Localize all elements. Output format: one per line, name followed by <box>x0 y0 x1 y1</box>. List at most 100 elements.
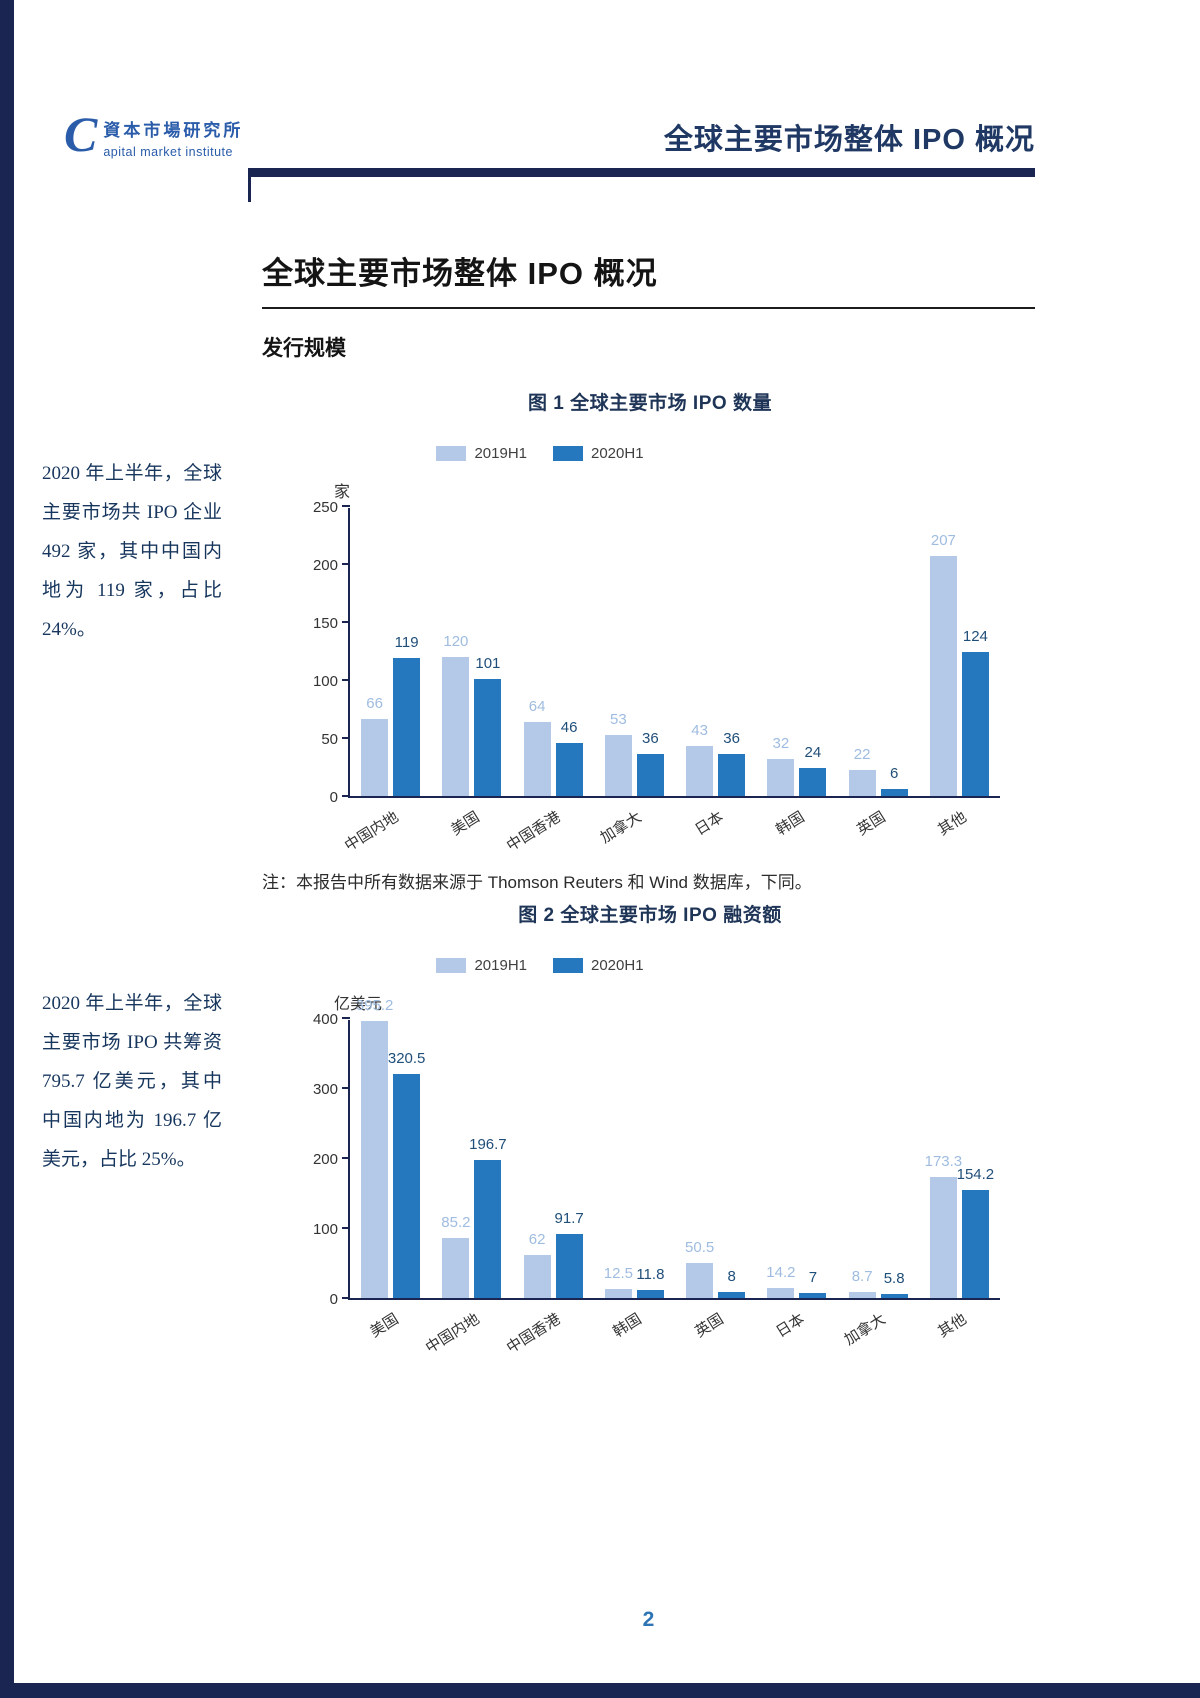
y-tick-mark <box>342 563 350 565</box>
y-tick-mark <box>342 1157 350 1159</box>
bar-group: 43 36 日本 <box>686 508 746 839</box>
legend-swatch-2019 <box>436 958 467 973</box>
plot-area: 0 100 200 300 400 395.2 320.5 美国 85.2 196.7 中国内地 6… <box>300 997 1000 1357</box>
plot-area: 0 50 100 150 200 250 66 119 中国内地 120 101 美国 64 46 中国香… <box>300 499 1000 855</box>
bar-2019H1-其他: 173.3 <box>925 1153 962 1298</box>
bar-value-label: 124 <box>962 628 988 646</box>
bar-2020H1-其他: 124 <box>961 628 989 796</box>
data-source-note: 注：本报告中所有数据来源于 Thomson Reuters 和 Wind 数据库… <box>262 873 812 892</box>
bar-value-label: 85.2 <box>441 1214 471 1232</box>
bar-value-label: 32 <box>772 734 790 752</box>
y-tick-label: 250 <box>312 499 338 516</box>
bar-group: 66 119 中国内地 <box>341 508 421 855</box>
category-label: 中国香港 <box>503 1310 564 1357</box>
category-label: 日本 <box>773 1310 808 1341</box>
bar-group: 173.3 154.2 其他 <box>925 1020 995 1341</box>
chart-ipo-count: 图 1 全球主要市场 IPO 数量 2019H1 2020H1 家 0 50 100… <box>300 388 1000 855</box>
header-title: 全球主要市场整体 IPO 概况 <box>663 124 1035 156</box>
logo-english-name: apital market institute <box>103 145 233 159</box>
header-divider-bar <box>248 168 1035 177</box>
y-tick-label: 0 <box>329 789 338 806</box>
chart-legend: 2019H1 2020H1 <box>300 957 780 974</box>
legend-label-2020: 2020H1 <box>591 957 644 974</box>
bar-2019H1-加拿大: 8.7 <box>848 1268 876 1298</box>
page-number: 2 <box>642 1608 655 1631</box>
legend-label-2019: 2019H1 <box>474 445 527 462</box>
category-label: 中国内地 <box>422 1310 483 1357</box>
y-tick-label: 150 <box>312 615 338 632</box>
bar-value-label: 62 <box>528 1230 546 1248</box>
bar-2020H1-韩国: 24 <box>799 744 827 796</box>
section-heading: 发行规模 <box>262 337 346 360</box>
bar-value-label: 53 <box>610 710 627 728</box>
bar-value-label: 46 <box>560 718 578 736</box>
chart-title: 图 2 全球主要市场 IPO 融资额 <box>518 905 782 926</box>
header-divider-tick <box>248 168 251 202</box>
category-label: 英国 <box>691 1310 727 1341</box>
bar-2020H1-英国: 8 <box>718 1268 746 1298</box>
bar-group: 50.5 8 英国 <box>685 1020 746 1341</box>
bar-value-label: 5.8 <box>883 1269 905 1287</box>
bar-value-label: 6 <box>889 765 899 783</box>
bar-value-label: 320.5 <box>387 1049 426 1067</box>
bar-2020H1-美国: 320.5 <box>388 1050 425 1298</box>
left-accent-strip <box>0 0 14 1698</box>
bar-2020H1-其他: 154.2 <box>957 1166 994 1298</box>
bar-group: 207 124 其他 <box>929 508 989 839</box>
bar-2019H1-加拿大: 53 <box>604 711 632 796</box>
bar-value-label: 173.3 <box>924 1152 963 1170</box>
institute-logo: C 資本市場研究所 apital market institute <box>64 106 243 162</box>
bar-value-label: 22 <box>853 746 871 764</box>
legend-item-2019: 2019H1 <box>436 957 527 974</box>
bar-value-label: 154.2 <box>956 1166 995 1184</box>
bar-value-label: 43 <box>691 722 708 740</box>
bar-value-label: 196.7 <box>469 1136 507 1154</box>
chart-ipo-proceeds: 图 2 全球主要市场 IPO 融资额 2019H1 2020H1 亿美元 0 10… <box>300 900 1000 1357</box>
y-tick-label: 300 <box>312 1081 338 1098</box>
y-axis: 0 100 200 300 400 <box>300 1011 348 1308</box>
y-tick-label: 200 <box>312 1151 338 1168</box>
bar-2020H1-加拿大: 5.8 <box>880 1270 908 1298</box>
category-label: 加拿大 <box>841 1310 889 1349</box>
bar-value-label: 24 <box>804 744 822 762</box>
y-axis-unit: 亿美元 <box>334 996 383 1013</box>
bar-2019H1-中国内地: 85.2 <box>441 1214 470 1298</box>
bar-2019H1-其他: 207 <box>929 532 957 796</box>
y-axis: 0 50 100 150 200 250 <box>300 499 348 806</box>
category-label: 日本 <box>691 808 727 839</box>
legend-label-2019: 2019H1 <box>474 957 527 974</box>
bar-2020H1-中国香港: 91.7 <box>555 1210 584 1298</box>
y-tick-label: 50 <box>321 731 338 748</box>
y-tick-mark <box>342 1087 350 1089</box>
chart-legend: 2019H1 2020H1 <box>300 445 780 462</box>
bar-group: 395.2 320.5 美国 <box>356 997 426 1340</box>
y-tick-mark <box>342 737 350 739</box>
bar-group: 8.7 5.8 加拿大 <box>842 1020 908 1349</box>
bar-2019H1-英国: 22 <box>848 746 876 796</box>
bar-2020H1-中国内地: 196.7 <box>469 1136 507 1298</box>
bar-group: 12.5 11.8 韩国 <box>604 1020 665 1341</box>
bar-group: 22 6 英国 <box>848 508 908 839</box>
bar-2020H1-加拿大: 36 <box>636 730 664 796</box>
bar-group: 120 101 美国 <box>442 508 502 839</box>
bar-value-label: 11.8 <box>636 1265 665 1283</box>
category-label: 中国香港 <box>503 808 564 855</box>
y-tick-mark <box>342 1297 350 1299</box>
category-label: 加拿大 <box>597 808 645 847</box>
bar-value-label: 50.5 <box>685 1238 715 1256</box>
y-tick-label: 0 <box>329 1291 338 1308</box>
y-tick-label: 200 <box>312 557 338 574</box>
bar-2020H1-美国: 101 <box>474 655 502 796</box>
bar-group: 64 46 中国香港 <box>504 508 583 855</box>
category-label: 美国 <box>366 1310 402 1341</box>
bar-group: 85.2 196.7 中国内地 <box>423 1020 507 1356</box>
bar-2019H1-韩国: 12.5 <box>604 1265 633 1298</box>
category-label: 其他 <box>935 1310 970 1341</box>
bar-value-label: 36 <box>642 730 659 748</box>
bar-2019H1-中国内地: 66 <box>361 695 389 796</box>
bar-value-label: 91.7 <box>554 1209 584 1227</box>
bar-2020H1-日本: 7 <box>799 1269 827 1298</box>
bar-value-label: 66 <box>366 695 383 713</box>
logo-c-mark: C <box>64 106 98 162</box>
bar-2019H1-中国香港: 62 <box>523 1231 551 1298</box>
